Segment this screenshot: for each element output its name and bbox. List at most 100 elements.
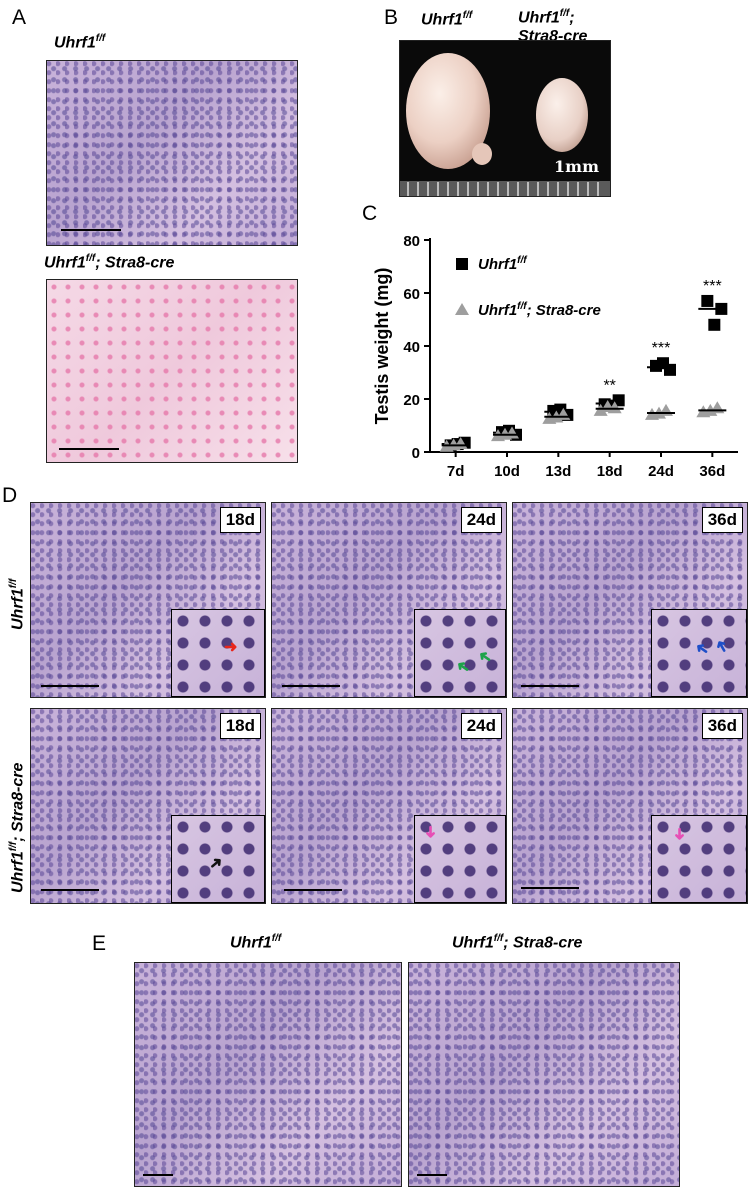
micrograph-d-mutant-18d: 18d ➜ <box>30 708 266 904</box>
micrograph-d-control-18d: 18d ➜ <box>30 502 266 698</box>
genotype-base: Uhrf1 <box>230 934 272 952</box>
inset-zoom: ➜ <box>171 815 265 903</box>
genotype-sup: f/f <box>85 253 96 264</box>
black-arrow-icon: ➜ <box>205 852 227 875</box>
inset-zoom: ➜ <box>651 815 747 903</box>
timepoint-badge: 24d <box>460 507 502 533</box>
genotype-label-control-a: Uhrf1f/f <box>54 33 105 52</box>
row-label-control: Uhrf1f/f <box>8 579 27 630</box>
magenta-arrow-icon: ➜ <box>421 825 439 839</box>
legend-marker-triangle <box>455 303 469 315</box>
inset-zoom: ➜ <box>171 609 265 697</box>
testis-photo-drawing <box>400 53 610 196</box>
micrograph-d-mutant-36d: 36d ➜ <box>512 708 748 904</box>
blue-arrow-icon: ➜ <box>711 636 733 657</box>
scale-bar <box>282 685 340 687</box>
x-tick-label: 13d <box>545 463 571 480</box>
panel-label-c: C <box>362 202 378 225</box>
genotype-base: Uhrf1 <box>518 9 560 27</box>
scale-bar <box>59 448 119 450</box>
genotype-base: Uhrf1 <box>9 851 27 893</box>
data-point-square <box>708 318 721 331</box>
scale-bar <box>61 229 121 231</box>
genotype-sup: f/f <box>271 933 282 944</box>
genotype-label-mutant-e: Uhrf1f/f; Stra8-cre <box>452 933 582 952</box>
y-tick-label: 0 <box>412 445 420 462</box>
timepoint-badge: 18d <box>219 713 261 739</box>
micrograph-e-control <box>134 962 402 1187</box>
testis-weight-chart: Testis weight (mg) 0 20 40 60 80 7d 10d 13d 18d 2… <box>372 233 738 480</box>
genotype-sup: f/f <box>8 841 19 852</box>
scale-bar <box>521 685 579 687</box>
panel-label-a: A <box>12 6 27 29</box>
row-label-mutant: Uhrf1f/f; Stra8-cre <box>8 763 27 893</box>
genotype-base: Uhrf1 <box>9 588 27 630</box>
y-tick-label: 40 <box>403 339 420 356</box>
chart-axes: 0 20 40 60 80 7d 10d 13d 18d 24d 36d <box>403 233 738 480</box>
genotype-label-control-b: Uhrf1f/f <box>421 10 472 29</box>
genotype-suffix: ; Stra8-cre <box>95 254 175 272</box>
genotype-base: Uhrf1 <box>54 34 96 52</box>
x-tick-label: 10d <box>494 463 520 480</box>
timepoint-badge: 36d <box>701 713 743 739</box>
genotype-sup: f/f <box>462 10 473 21</box>
blue-arrow-icon: ➜ <box>692 637 713 660</box>
green-arrow-icon: ➜ <box>453 655 474 678</box>
red-arrow-icon: ➜ <box>224 639 238 656</box>
genotype-suffix: ; Stra8-cre <box>9 762 27 842</box>
genotype-sup: f/f <box>95 33 106 44</box>
scale-bar <box>41 685 99 687</box>
panel-label-d: D <box>2 484 18 507</box>
y-tick-label: 60 <box>403 286 420 303</box>
genotype-suffix: ; Stra8-cre <box>503 934 583 952</box>
data-point-triangle <box>593 403 608 416</box>
inset-zoom: ➜ ➜ <box>651 609 747 697</box>
timepoint-badge: 24d <box>460 713 502 739</box>
genotype-sup: f/f <box>8 578 19 589</box>
legend-label: Uhrf1f/f; Stra8-cre <box>478 301 601 319</box>
micrograph-d-control-24d: 24d ➜ ➜ <box>271 502 507 698</box>
significance-label: *** <box>703 278 722 295</box>
control-testis <box>406 53 490 169</box>
significance-label: *** <box>652 340 671 357</box>
genotype-base: Uhrf1 <box>44 254 86 272</box>
micrograph-d-mutant-24d: 24d ➜ <box>271 708 507 904</box>
scale-bar <box>143 1174 173 1176</box>
scale-label: 1mm <box>554 157 599 176</box>
y-tick-label: 80 <box>403 233 420 250</box>
micrograph-a-control <box>46 60 298 246</box>
legend-label: Uhrf1f/f <box>478 255 528 273</box>
inset-zoom: ➜ <box>414 815 506 903</box>
genotype-sup: f/f <box>493 933 504 944</box>
magenta-arrow-icon: ➜ <box>670 827 688 841</box>
mutant-testis <box>536 78 588 152</box>
panel-label-b: B <box>384 6 399 29</box>
scale-bar <box>41 889 99 891</box>
y-tick-label: 20 <box>403 392 420 409</box>
scale-bar <box>417 1174 447 1176</box>
micrograph-e-mutant <box>408 962 680 1187</box>
genotype-sup: f/f <box>559 8 570 19</box>
green-arrow-icon: ➜ <box>475 645 496 668</box>
scale-bar <box>521 887 579 889</box>
micrograph-a-mutant <box>46 279 298 463</box>
micrograph-d-control-36d: 36d ➜ ➜ <box>512 502 748 698</box>
genotype-base: Uhrf1 <box>421 11 463 29</box>
y-axis-label: Testis weight (mg) <box>372 268 392 425</box>
significance-label: ** <box>603 377 615 394</box>
chart-legend: Uhrf1f/f Uhrf1f/f; Stra8-cre <box>455 255 601 319</box>
genotype-label-mutant-a: Uhrf1f/f; Stra8-cre <box>44 253 174 272</box>
genotype-label-control-e: Uhrf1f/f <box>230 933 281 952</box>
legend-marker-square <box>456 258 468 270</box>
x-tick-label: 7d <box>447 463 465 480</box>
chart-marks: ******** <box>439 278 728 452</box>
timepoint-badge: 36d <box>701 507 743 533</box>
x-tick-label: 24d <box>648 463 674 480</box>
scale-bar <box>284 889 342 891</box>
timepoint-badge: 18d <box>219 507 261 533</box>
genotype-base: Uhrf1 <box>452 934 494 952</box>
x-tick-label: 18d <box>597 463 623 480</box>
testis-photo: 1mm <box>399 40 611 197</box>
x-tick-label: 36d <box>699 463 725 480</box>
inset-zoom: ➜ ➜ <box>414 609 506 697</box>
